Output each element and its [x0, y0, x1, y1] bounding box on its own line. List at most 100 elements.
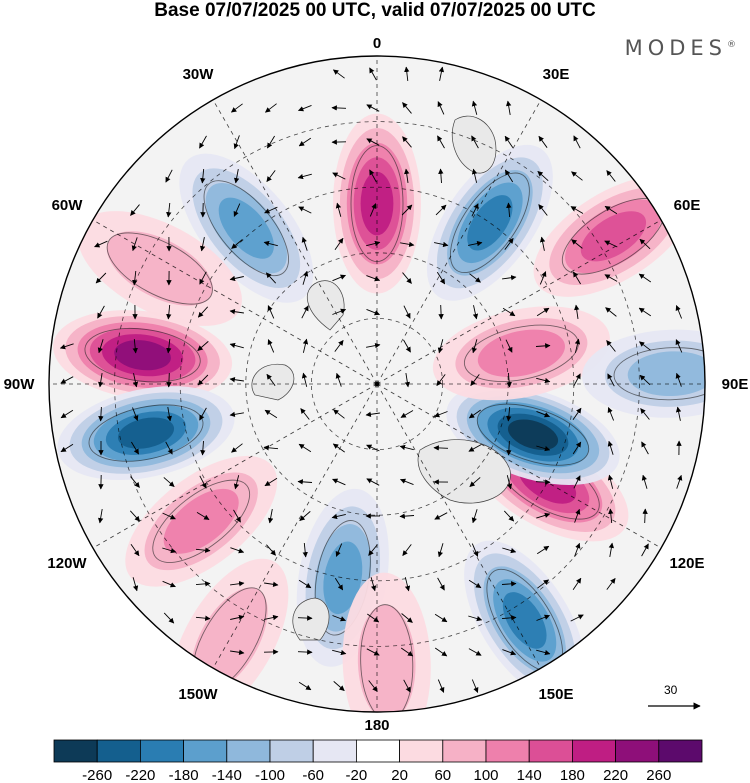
wind-vector	[97, 509, 104, 524]
wind-vector	[231, 239, 243, 249]
wind-vector	[573, 475, 581, 489]
meridian-line	[92, 219, 378, 385]
wind-vector	[334, 237, 344, 250]
wind-vector	[572, 441, 582, 455]
wind-vector	[535, 479, 551, 485]
wind-vector	[471, 100, 478, 115]
wind-vector	[230, 103, 243, 113]
wind-vector	[536, 307, 550, 317]
wind-vector	[165, 441, 173, 455]
wind-vector	[366, 342, 381, 349]
wind-vector	[607, 474, 614, 489]
wind-vector	[608, 542, 615, 557]
wind-vectors	[59, 66, 683, 693]
wind-vector	[471, 543, 479, 557]
wind-vector	[299, 511, 311, 521]
wind-vector	[607, 373, 615, 387]
longitude-label: 90E	[722, 376, 749, 393]
wind-vector	[506, 475, 513, 490]
wind-vector	[195, 581, 211, 587]
wind-vector	[404, 373, 411, 388]
wind-vector	[403, 679, 411, 693]
longitude-label: 150W	[178, 686, 218, 703]
wind-vector	[229, 377, 244, 383]
wind-vector	[604, 205, 618, 215]
wind-vector	[267, 135, 275, 149]
wind-vector	[166, 339, 172, 354]
wind-vector	[199, 475, 207, 489]
wind-vector	[675, 372, 682, 387]
wind-vector	[468, 579, 482, 589]
wind-vector	[233, 135, 240, 150]
anomaly-contour	[114, 340, 171, 371]
wind-vector	[638, 307, 652, 317]
wind-vector	[300, 408, 310, 420]
streamline	[613, 347, 705, 401]
wind-vector	[573, 135, 581, 149]
wind-vector	[332, 308, 347, 315]
wind-vector	[469, 273, 481, 283]
wind-vector	[163, 477, 175, 487]
brand-logo: MODES®	[625, 36, 736, 60]
wind-vector	[265, 272, 277, 284]
wind-vector	[197, 374, 209, 386]
wind-vector	[97, 373, 104, 388]
wind-vector	[332, 615, 347, 622]
wind-vector	[471, 168, 478, 183]
wind-vector	[264, 581, 279, 587]
wind-vector	[403, 305, 411, 319]
wind-vector	[437, 577, 445, 591]
wind-vector	[366, 275, 381, 282]
wind-vector	[437, 101, 445, 115]
wind-vector	[233, 475, 240, 490]
wind-vector	[229, 342, 244, 349]
wind-vector	[536, 410, 551, 418]
wind-vector	[267, 339, 275, 353]
wind-vector	[472, 305, 479, 320]
wind-vector	[298, 206, 312, 214]
wind-vector	[263, 445, 279, 451]
wind-vector	[366, 648, 380, 656]
wind-vector	[264, 409, 278, 419]
anomaly-contour	[580, 211, 647, 262]
wind-vector	[129, 510, 141, 522]
wind-vector	[404, 66, 410, 81]
wind-vector	[302, 542, 308, 558]
meridian-line	[376, 383, 662, 549]
wind-vector	[638, 341, 651, 351]
wind-vector	[641, 474, 648, 489]
wind-vector	[196, 512, 210, 520]
wind-vector	[404, 577, 411, 592]
wind-vector	[98, 406, 104, 422]
wind-vector	[471, 203, 479, 217]
wind-vector	[297, 649, 313, 655]
longitude-label: 120W	[47, 555, 87, 572]
streamline	[84, 327, 201, 383]
wind-vector	[399, 513, 415, 519]
wind-vector	[504, 237, 514, 250]
longitude-label: 0	[373, 35, 381, 52]
latitude-circle	[179, 186, 575, 582]
wind-vector	[200, 440, 206, 456]
wind-vector	[297, 173, 312, 180]
brand-name: MODES	[624, 36, 727, 60]
anomaly-contour	[323, 541, 363, 615]
wind-vector	[331, 105, 347, 111]
longitude-label: 30W	[183, 66, 215, 83]
wind-vector	[571, 239, 583, 249]
wind-vector	[332, 172, 346, 180]
wind-vector	[675, 406, 682, 421]
wind-vector	[60, 443, 74, 453]
wind-vector	[535, 343, 551, 349]
anomaly-contour	[117, 417, 175, 449]
wind-vector	[572, 577, 582, 591]
wind-vector	[332, 69, 345, 79]
wind-vector	[506, 372, 512, 388]
wind-vector	[229, 411, 244, 418]
wind-vector	[606, 170, 616, 182]
wind-vector	[570, 206, 584, 214]
anomaly-contour	[163, 488, 239, 554]
wind-vector	[640, 408, 650, 420]
wind-vector	[572, 407, 582, 421]
wind-vector	[264, 103, 277, 113]
